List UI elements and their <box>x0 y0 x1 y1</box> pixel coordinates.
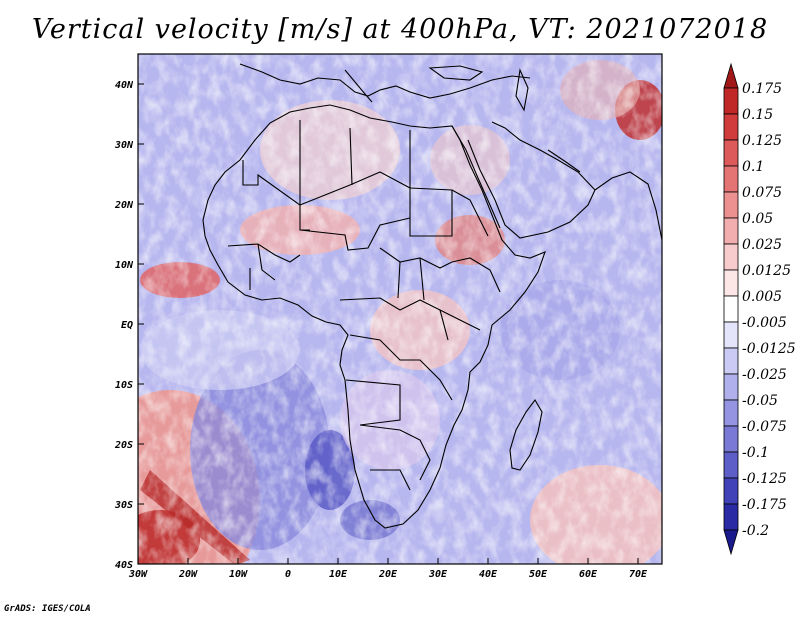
colorbar-level-label: -0.2 <box>742 523 769 539</box>
colorbar-level-label: -0.1 <box>742 445 769 461</box>
colorbar-level-label: -0.005 <box>742 315 787 331</box>
colorbar-level-label: 0.125 <box>742 133 782 149</box>
vertical-velocity-field <box>138 54 662 564</box>
map-title: Vertical velocity [m/s] at 400hPa, VT: 2… <box>31 14 769 45</box>
axis-ticks <box>137 83 639 565</box>
colorbar-level-label: -0.125 <box>742 471 787 487</box>
colorbar-level-label: -0.05 <box>742 393 778 409</box>
lon-tick-label: 20W <box>178 569 198 580</box>
colorbar-level-label: -0.075 <box>742 419 787 435</box>
lat-tick-label: 40N <box>115 80 134 91</box>
colorbar-min-triangle <box>723 529 739 556</box>
colorbar-swatch <box>723 425 739 453</box>
colorbar-level-label: 0.175 <box>742 81 782 97</box>
lat-tick-label: 30N <box>114 140 134 151</box>
colorbar-swatch <box>723 321 739 349</box>
lon-tick-label: 50E <box>529 569 548 580</box>
latitude-labels: 40S 30S 20S 10S EQ 10N 20N 30N 40N <box>114 80 134 571</box>
lon-tick-label: 30E <box>428 569 448 580</box>
colorbar-swatch <box>723 347 739 375</box>
colorbar-level-label: -0.175 <box>742 497 787 513</box>
lat-tick-label: 10N <box>115 260 134 271</box>
lon-tick-label: 60E <box>579 569 598 580</box>
colorbar-swatch <box>723 217 739 245</box>
colorbar: 0.175 0.15 0.125 0.1 0.075 0.05 0.025 0.0125 0.0… <box>723 62 796 556</box>
colorbar-swatch <box>723 451 739 479</box>
lon-tick-label: 0 <box>285 569 291 580</box>
colorbar-swatch <box>723 191 739 219</box>
colorbar-swatch <box>723 295 739 323</box>
map-frame <box>137 53 663 565</box>
colorbar-level-label: -0.0125 <box>742 341 796 357</box>
lon-tick-label: 20E <box>378 569 398 580</box>
lon-tick-label: 10W <box>229 569 248 580</box>
colorbar-max-triangle <box>723 62 739 89</box>
colorbar-level-label: 0.075 <box>742 185 782 201</box>
colorbar-swatch <box>723 373 739 401</box>
longitude-labels: 30W 20W 10W 0 10E 20E 30E 40E 50E 60E 70… <box>128 569 648 580</box>
colorbar-level-label: 0.1 <box>742 159 764 175</box>
colorbar-swatch <box>723 113 739 141</box>
lon-tick-label: 30W <box>128 569 148 580</box>
coastlines-and-borders <box>202 63 662 529</box>
lat-tick-label: 40S <box>115 560 133 571</box>
colorbar-swatch <box>723 87 739 115</box>
lon-tick-label: 70E <box>629 569 648 580</box>
colorbar-swatch <box>723 269 739 297</box>
colorbar-level-label: -0.025 <box>742 367 787 383</box>
colorbar-swatch <box>723 139 739 167</box>
colorbar-swatch <box>723 503 739 531</box>
colorbar-swatch <box>723 165 739 193</box>
lat-tick-label: 20N <box>114 200 134 211</box>
lat-tick-label: 30S <box>114 500 133 511</box>
footer-credit: GrADS: IGES/COLA <box>4 604 91 614</box>
colorbar-level-label: 0.05 <box>742 211 773 227</box>
colorbar-swatch <box>723 399 739 427</box>
colorbar-level-label: 0.0125 <box>742 263 791 279</box>
lat-tick-label: 10S <box>115 380 133 391</box>
lon-tick-label: 40E <box>479 569 498 580</box>
lat-tick-label: EQ <box>121 320 133 331</box>
lon-tick-label: 10E <box>329 569 348 580</box>
colorbar-swatch <box>723 477 739 505</box>
colorbar-level-label: 0.15 <box>742 107 773 123</box>
colorbar-swatch <box>723 243 739 271</box>
lat-tick-label: 20S <box>114 440 133 451</box>
colorbar-level-label: 0.025 <box>742 237 782 253</box>
colorbar-level-label: 0.005 <box>742 289 782 305</box>
